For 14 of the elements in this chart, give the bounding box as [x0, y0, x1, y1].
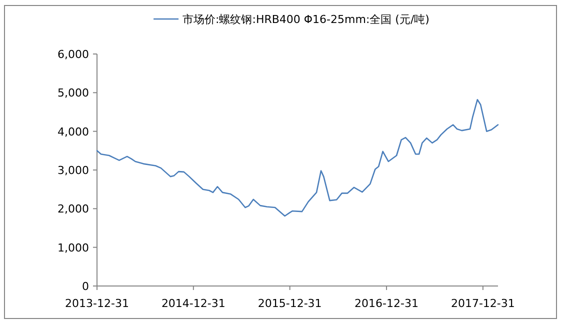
y-tick-label: 2,000 [58, 202, 89, 216]
y-tick-label: 6,000 [58, 48, 89, 61]
legend-label: 市场价:螺纹钢:HRB400 Φ16-25mm:全国 (元/吨) [182, 13, 430, 26]
y-tick-label: 0 [82, 280, 89, 293]
x-tick-label: 2013-12-31 [65, 297, 129, 310]
x-tick-label: 2014-12-31 [161, 297, 226, 310]
x-tick-label: 2017-12-31 [450, 297, 515, 310]
x-tick-label: 2015-12-31 [258, 297, 322, 310]
y-tick-label: 3,000 [58, 164, 89, 177]
y-tick-label: 5,000 [58, 86, 89, 100]
x-tick-label: 2016-12-31 [354, 297, 418, 310]
y-tick-label: 4,000 [58, 125, 89, 138]
y-tick-label: 1,000 [58, 241, 89, 254]
line-series [96, 98, 499, 217]
